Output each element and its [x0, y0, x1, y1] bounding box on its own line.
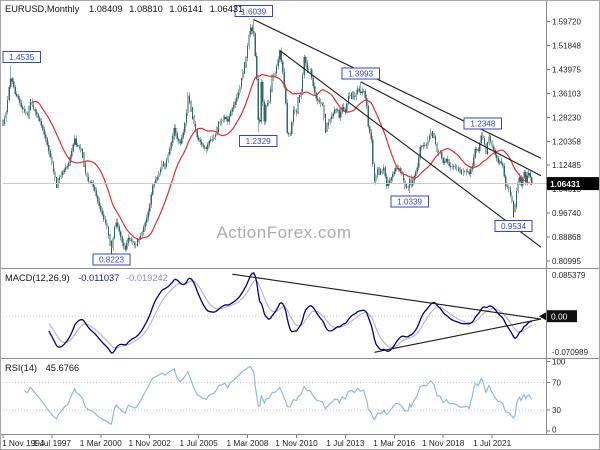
ohlc-high-value: 1.08810 — [129, 4, 163, 14]
price-axis-label: 0.88868 — [552, 233, 581, 242]
macd-signal-line — [48, 280, 533, 349]
moving-average-line — [31, 73, 533, 240]
svg-text:0.00: 0.00 — [551, 312, 568, 322]
zero-level-arrow-icon — [539, 312, 546, 321]
swing-high-label: 1.4535 — [2, 50, 41, 63]
time-axis-label: 1 Nov 2002 — [128, 438, 171, 448]
macd-zero-tag: 0.00 — [539, 310, 577, 323]
price-axis-label: 0.80995 — [552, 257, 581, 266]
rsi-axis-label: 0 — [552, 426, 557, 435]
macd-main-value: -0.011037 — [78, 273, 119, 283]
rsi-header: RSI(14) 45.6766 — [5, 363, 79, 373]
macd-indicator-label: MACD(12,26,9) — [5, 273, 70, 283]
ohlc-open-value: 1.08409 — [89, 4, 123, 14]
axes-layer: 1.59720 1.51848 1.43975 1.36103 1.28230 1.203… — [2, 18, 599, 448]
svg-text:0.9534: 0.9534 — [501, 222, 526, 231]
macd-axis: 0.085379 -0.070989 — [552, 271, 589, 357]
trendline — [253, 19, 542, 159]
macd-trendline — [232, 273, 542, 320]
panel-borders — [1, 1, 599, 435]
main-chart-layer: 1.4535 0.8223 1.6039 1.2329 1.3993 1.0339 1.23… — [2, 5, 546, 266]
time-axis-label: 1 Mar 2000 — [80, 438, 122, 448]
macd-trendline — [374, 318, 542, 353]
time-axis-label: 1 Mar 2008 — [227, 438, 269, 448]
price-axis-label: 1.28230 — [552, 113, 581, 122]
swing-high-label: 1.2348 — [463, 117, 503, 130]
swing-low-label: 1.0339 — [390, 195, 429, 208]
rsi-axis: 100 70 30 0 — [546, 358, 566, 435]
swing-low-label: 1.2329 — [239, 134, 278, 147]
price-axis-label: 1.12485 — [552, 161, 581, 170]
svg-text:1.3993: 1.3993 — [348, 70, 373, 79]
rsi-panel-layer — [3, 365, 546, 425]
svg-text:1.2348: 1.2348 — [470, 120, 495, 129]
time-axis-label: 1 Nov 2010 — [275, 438, 318, 448]
price-axis-label: 0.96740 — [552, 209, 581, 218]
swing-low-label: 0.9534 — [494, 219, 533, 232]
trendline — [279, 49, 542, 248]
ohlc-low-value: 1.06141 — [169, 4, 203, 14]
price-axis-label: 1.51848 — [552, 42, 581, 51]
price-axis: 1.59720 1.51848 1.43975 1.36103 1.28230 1.203… — [546, 18, 581, 266]
swing-high-label: 1.3993 — [341, 67, 380, 80]
price-axis-label: 1.20358 — [552, 137, 581, 146]
trendline — [360, 81, 542, 177]
time-axis-label: 1 Nov 1994 — [2, 438, 45, 448]
swing-low-label: 0.8223 — [92, 253, 131, 266]
rsi-line — [24, 365, 533, 425]
macd-line — [48, 272, 532, 354]
svg-text:1.0339: 1.0339 — [397, 198, 422, 207]
svg-text:1.2329: 1.2329 — [246, 137, 271, 146]
rsi-current-value: 45.6766 — [46, 363, 80, 373]
rsi-axis-label: 30 — [552, 406, 561, 415]
macd-axis-label: -0.070989 — [552, 348, 589, 357]
time-axis-label: 1 Jul 2021 — [473, 438, 512, 448]
svg-text:0.8223: 0.8223 — [99, 256, 124, 265]
rsi-axis-label: 70 — [552, 378, 561, 387]
svg-text:1.4535: 1.4535 — [9, 53, 34, 62]
macd-axis-label: 0.085379 — [552, 271, 586, 280]
svg-text:1.06431: 1.06431 — [550, 179, 581, 189]
symbol-timeframe-label: EURUSD,Monthly — [5, 4, 80, 14]
rsi-indicator-label: RSI(14) — [5, 363, 37, 373]
price-axis-label: 1.59720 — [552, 18, 581, 27]
svg-text:1.6039: 1.6039 — [241, 7, 266, 16]
main-chart-header: EURUSD,Monthly 1.08409 1.08810 1.06141 1… — [5, 4, 243, 14]
rsi-axis-label: 100 — [552, 358, 566, 367]
swing-high-label: 1.6039 — [234, 5, 273, 18]
macd-panel-layer — [3, 272, 546, 354]
time-axis-label: 1 Jul 2013 — [326, 438, 365, 448]
price-axis-label: 1.36103 — [552, 89, 581, 98]
ohlc-close-value: 1.06431 — [210, 4, 244, 14]
price-axis-label: 1.43975 — [552, 66, 581, 75]
time-axis-label: 1 Jul 1997 — [33, 438, 72, 448]
current-price-tag: 1.06431 — [547, 177, 599, 191]
macd-header: MACD(12,26,9) -0.011037 -0.019242 — [5, 273, 168, 283]
macd-signal-value: -0.019242 — [126, 273, 168, 283]
time-axis-label: 1 Jul 2005 — [179, 438, 218, 448]
actionforex-watermark: ActionForex.com — [216, 223, 351, 242]
time-axis-label: 1 Mar 2016 — [373, 438, 415, 448]
time-axis-label: 1 Nov 2018 — [422, 438, 465, 448]
